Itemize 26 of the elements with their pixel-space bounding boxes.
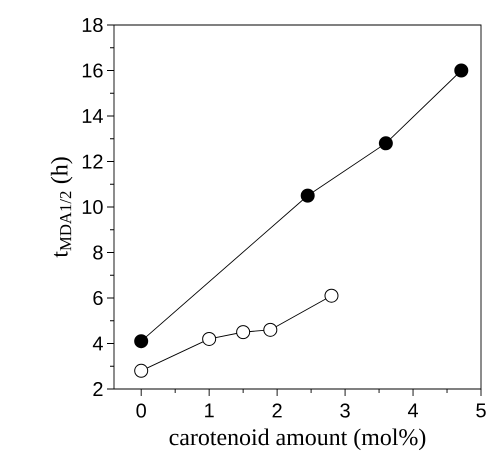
x-tick-label: 2 (272, 404, 282, 418)
y-tick-label: 18 (82, 18, 103, 32)
point (134, 364, 148, 378)
point (134, 334, 148, 348)
x-tick-label: 4 (408, 404, 418, 418)
point (263, 322, 278, 337)
y-tick-label: 6 (93, 290, 103, 306)
y-tick-label: 4 (92, 336, 103, 350)
y-tick-label: 12 (82, 154, 102, 168)
y-tick-label: 2 (93, 382, 102, 396)
y-tick-label: 8 (93, 245, 103, 260)
y-axis-title: t$_{MDA1/2}$ (h) (50, 157, 72, 258)
x-axis-title: carotenoid amount (mol%) (170, 428, 426, 450)
point (300, 188, 315, 203)
y-tick-label: 14 (82, 109, 103, 123)
x-tick-label: 0 (136, 404, 146, 418)
x-tick-label: 1 (205, 404, 214, 418)
point (236, 325, 250, 340)
point (324, 288, 338, 303)
y-tick-label: 10 (82, 200, 103, 214)
point (454, 63, 468, 78)
x-tick-label: 3 (340, 404, 350, 418)
x-tick-label: 5 (476, 404, 486, 418)
point (378, 136, 393, 150)
y-tick-label: 16 (82, 63, 103, 78)
point (202, 332, 216, 346)
